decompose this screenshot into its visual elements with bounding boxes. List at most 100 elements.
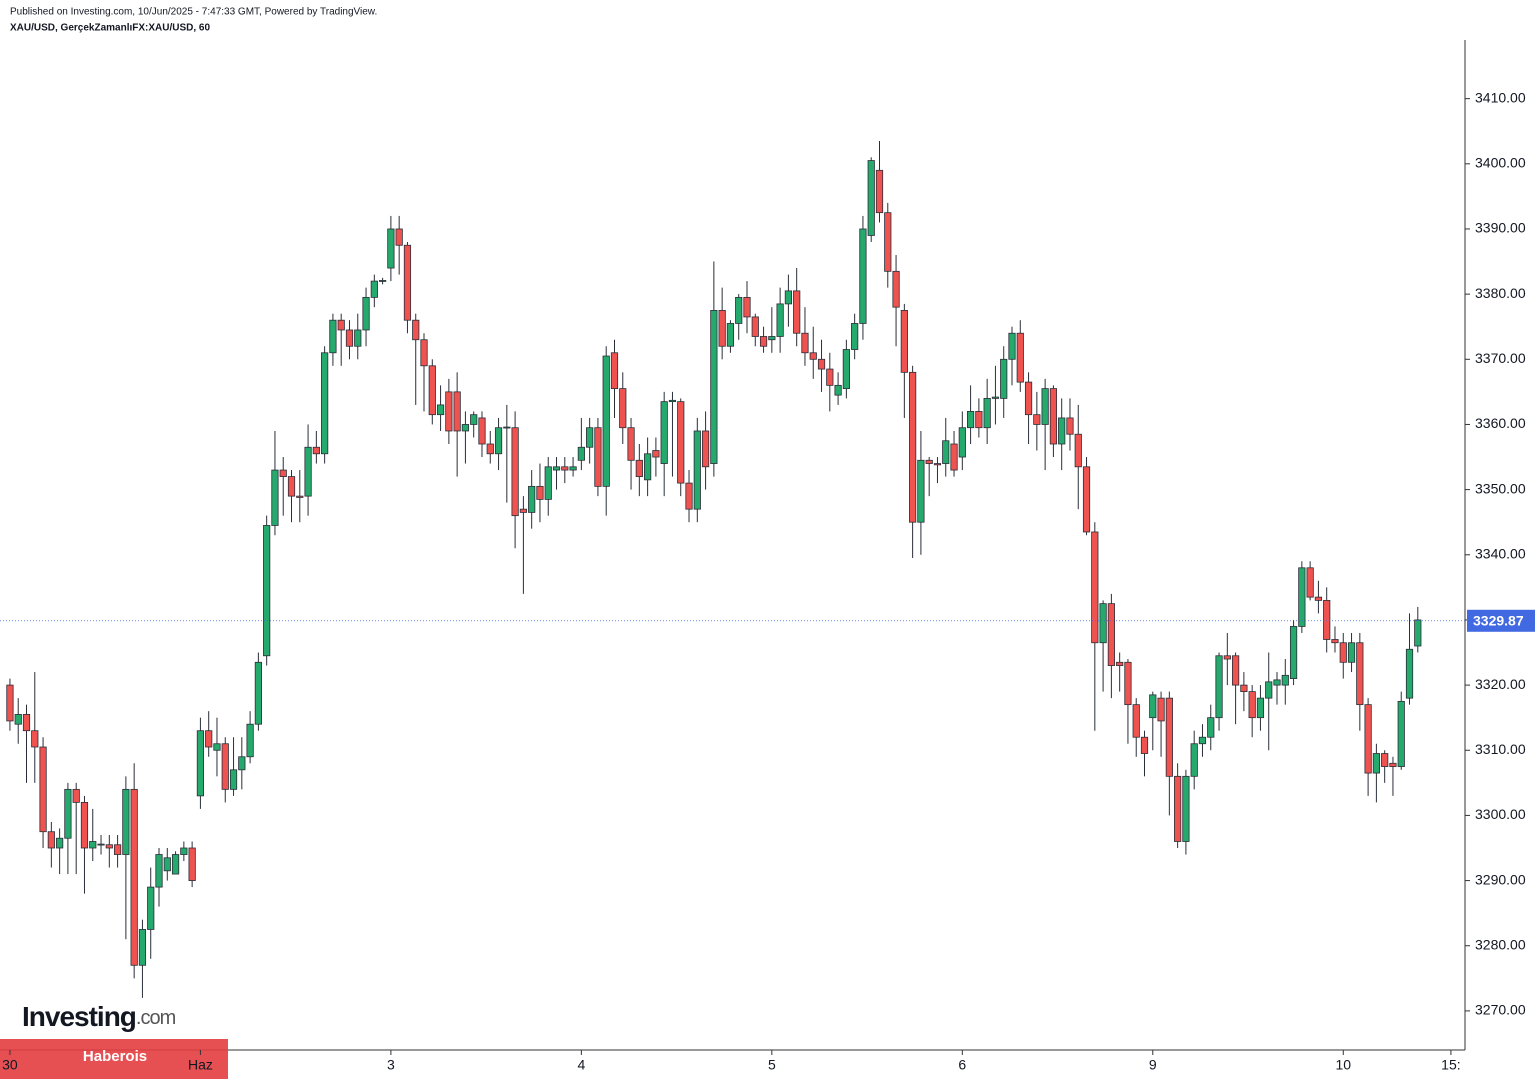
y-tick-label: 3280.00 [1475,936,1526,952]
candle-body [1041,388,1049,425]
axes: 3270.00 3280.00 3290.00 3300.00 3310.00 3320.… [2,89,1535,1073]
candle-body [1049,388,1058,445]
candle-body [900,310,908,373]
candle-body [710,310,718,464]
candle-body [312,446,320,455]
candle-body [925,459,933,464]
candle-body [163,857,171,872]
candle-body [644,453,652,481]
y-tick-label: 3320.00 [1475,676,1526,692]
candle-body [229,769,238,790]
candle-body [122,788,130,855]
candle-body [14,714,22,725]
candle-body [1107,603,1115,666]
candle-body [1024,381,1033,416]
candle-body [768,336,776,341]
candle-body [693,430,701,510]
candle-body [470,414,478,425]
y-tick-label: 3290.00 [1475,871,1526,887]
candle-body [436,404,445,416]
candle-body [387,228,395,269]
candle-body [809,352,817,360]
chart-title: Published on Investing.com, 10/Jun/2025 … [10,7,377,18]
candle-body [652,450,660,458]
candle-body [1323,599,1331,640]
candle-body [726,323,735,347]
candle-body [337,319,345,331]
candle-body [1248,691,1256,719]
candle-body [958,427,966,458]
y-tick-label: 3390.00 [1475,220,1526,236]
candle-body [1256,697,1265,719]
candle-body [138,929,147,966]
badge-bg [0,1039,228,1079]
x-tick-label: 10 [1335,1057,1351,1073]
candle-body [97,843,105,846]
badge: Haberois [83,1048,147,1065]
candle-body [453,391,461,432]
candle-body [370,280,378,298]
candle-body [519,508,527,513]
candle-body [80,801,89,849]
candle-body [966,411,975,429]
candle-body [1058,417,1066,445]
candle-body [1347,642,1356,663]
candle-body [246,723,254,758]
candle-body [56,837,64,849]
candle-body [1008,332,1016,360]
candle-body [64,788,72,839]
x-tick-label: 4 [577,1057,585,1073]
candle-body [412,319,420,341]
candle-body [701,430,710,468]
candle-body [379,280,387,282]
candle-body [1389,762,1397,767]
chart-subtitle: XAU/USD, GerçekZamanlıFX:XAU/USD, 60 [10,23,210,34]
candle-body [817,358,826,370]
candle-body [602,355,610,487]
candle-body [296,495,304,498]
candle-body [1174,775,1182,842]
candle-body [205,730,213,748]
candle-body [975,411,983,429]
candle-body [1207,717,1215,738]
candle-body [1033,414,1041,425]
candle-body [47,831,55,849]
candle-body [171,854,180,875]
y-tick-label: 3300.00 [1475,806,1526,822]
candle-body [842,349,850,390]
candle-body [1190,743,1198,777]
candle-body [909,371,917,523]
candle-body [1306,567,1314,598]
candle-body [851,323,859,350]
candle-body [511,427,519,517]
candle-body [544,466,552,500]
candle-body [279,469,287,477]
candle-body [478,417,486,445]
candle-body [254,661,262,725]
x-tick-label: 6 [958,1057,966,1073]
candle-body [130,788,138,966]
candle-body [503,426,511,429]
candle-body [1116,661,1124,666]
candle-body [221,743,229,790]
candle-body [31,730,39,748]
candle-body [1273,679,1281,686]
candle-body [105,844,113,849]
candle-body [1165,697,1173,777]
candle-body [718,310,726,347]
candle-body [1149,694,1157,719]
x-tick-label: 9 [1149,1057,1157,1073]
y-tick-label: 3400.00 [1475,155,1526,171]
candle-body [635,459,643,477]
candle-body [329,319,337,354]
candle-body [1074,433,1082,468]
candle-body [1356,642,1364,706]
candle-body [569,466,577,471]
candle-body [362,296,370,331]
candle-body [1240,684,1248,693]
candle-body [1016,332,1024,383]
x-tick-label: 15: [1441,1057,1460,1073]
candle-body [345,329,354,347]
candle-body [1405,648,1414,699]
candle-body [39,746,47,833]
